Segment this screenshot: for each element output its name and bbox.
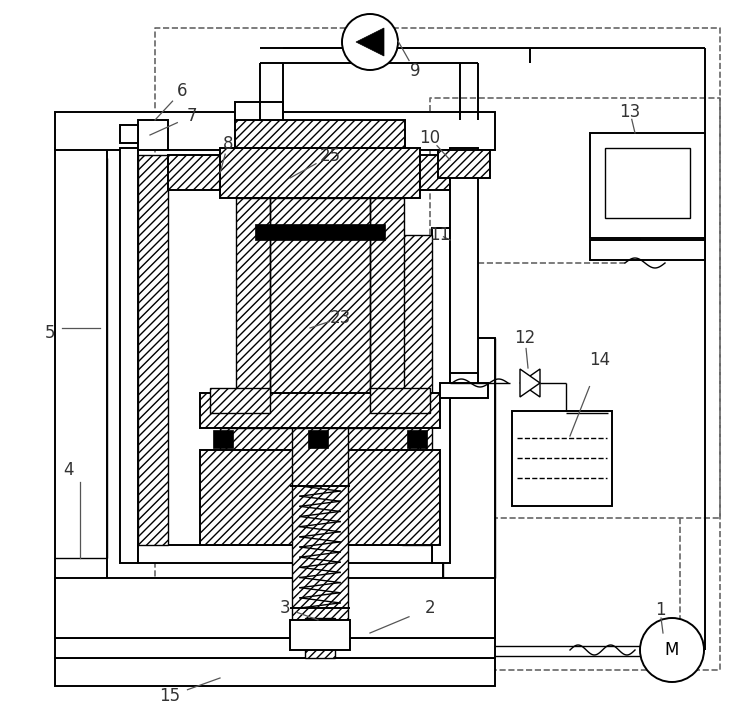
Bar [290, 620, 350, 650]
Bar [450, 373, 478, 398]
Text: 4: 4 [63, 461, 73, 479]
Text: 9: 9 [410, 62, 420, 80]
Circle shape [342, 14, 398, 70]
Text: 15: 15 [159, 687, 181, 705]
Bar [55, 112, 495, 150]
Bar [590, 240, 705, 260]
Text: 2: 2 [425, 599, 435, 617]
Bar [200, 450, 440, 545]
Bar [210, 388, 270, 413]
Bar [438, 150, 490, 178]
Bar [407, 430, 427, 448]
Bar [220, 148, 420, 198]
Text: M: M [665, 641, 679, 659]
Bar [255, 224, 385, 240]
Text: 25: 25 [320, 147, 340, 165]
Bar [55, 578, 495, 638]
Bar [213, 430, 233, 448]
Text: 11: 11 [429, 226, 451, 244]
Text: 7: 7 [186, 107, 198, 125]
Bar [440, 383, 488, 398]
Bar [370, 388, 430, 413]
Bar [292, 428, 348, 623]
Text: 1: 1 [655, 601, 665, 619]
Text: 3: 3 [280, 599, 290, 617]
Bar [55, 638, 495, 658]
Text: 13: 13 [619, 103, 641, 121]
Bar [120, 148, 138, 563]
Bar [168, 155, 220, 190]
Bar [432, 228, 450, 563]
Text: 23: 23 [329, 309, 351, 327]
Bar [354, 198, 404, 393]
Bar [270, 198, 370, 433]
Bar [305, 618, 335, 658]
Bar [402, 235, 432, 545]
Bar [235, 102, 283, 120]
Bar [590, 133, 705, 238]
Text: 12: 12 [514, 329, 536, 347]
Text: 6: 6 [177, 82, 187, 100]
Text: 14: 14 [590, 351, 610, 369]
Bar [605, 148, 690, 218]
Bar [200, 393, 440, 428]
Text: 8: 8 [223, 135, 233, 153]
Bar [220, 428, 420, 450]
Bar [55, 148, 107, 638]
Text: 5: 5 [44, 324, 56, 342]
Bar [308, 430, 328, 448]
Text: 10: 10 [420, 129, 440, 147]
Bar [138, 155, 168, 545]
Bar [55, 658, 495, 686]
Circle shape [640, 618, 704, 682]
Bar [235, 120, 405, 148]
Bar [443, 338, 495, 638]
Polygon shape [520, 369, 540, 397]
Bar [450, 148, 478, 378]
Bar [512, 411, 612, 506]
Bar [138, 545, 432, 563]
Polygon shape [356, 28, 384, 56]
Bar [420, 155, 450, 190]
Bar [120, 125, 138, 143]
Bar [236, 198, 286, 393]
Bar [138, 120, 168, 150]
Polygon shape [520, 369, 540, 397]
